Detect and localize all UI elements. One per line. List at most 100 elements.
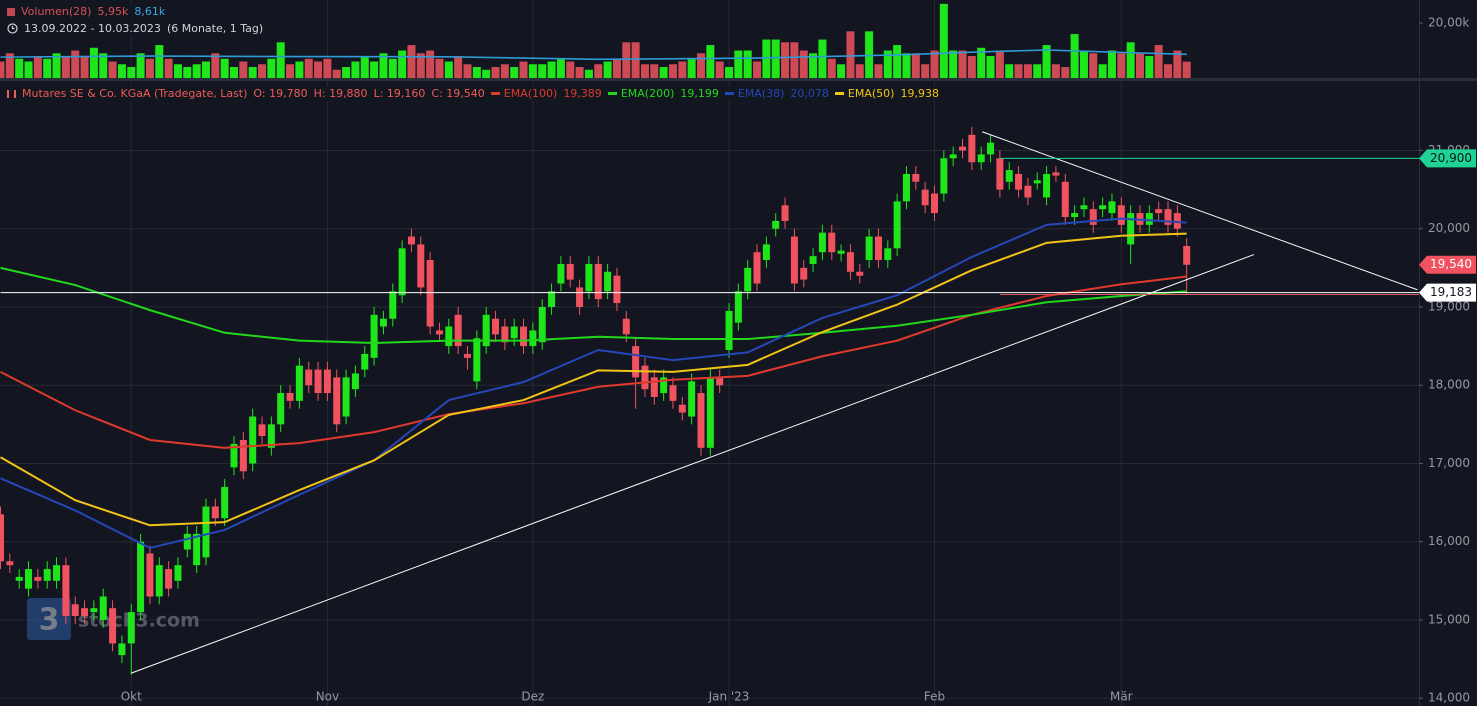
ema-line xyxy=(0,217,1187,550)
volume-bar xyxy=(295,61,304,78)
volume-bar xyxy=(538,64,547,78)
y-tick-label: 19,000 xyxy=(1428,299,1470,313)
ema-line xyxy=(0,275,1187,449)
ohlc-label: C: 19,540 xyxy=(431,87,485,100)
candle-body xyxy=(62,565,70,617)
volume-bar xyxy=(71,50,80,78)
candle-body xyxy=(510,326,518,339)
volume-bar xyxy=(239,61,248,78)
volume-bar xyxy=(276,42,285,78)
volume-bar xyxy=(883,50,892,78)
volume-bar xyxy=(500,64,509,78)
clock-icon xyxy=(7,23,18,34)
candle-body xyxy=(258,424,266,437)
candle-body xyxy=(174,565,182,581)
legend-name: EMA(100) xyxy=(503,87,558,100)
y-tick-label: 20,000 xyxy=(1428,221,1470,235)
candle-body xyxy=(594,263,602,300)
candle-body xyxy=(34,576,42,581)
volume-bar xyxy=(5,53,14,78)
volume-legend: Volumen(28) 5,95k 8,61k xyxy=(4,4,169,19)
candle-body xyxy=(996,158,1004,190)
trendline xyxy=(131,254,1255,674)
price-panel xyxy=(0,127,1419,675)
volume-bar xyxy=(687,58,696,78)
volume-bar xyxy=(640,64,649,78)
volume-bar xyxy=(911,53,920,78)
volume-bar xyxy=(902,53,911,78)
candle-body xyxy=(1024,185,1032,198)
legend-swatch xyxy=(490,92,500,95)
volume-bar xyxy=(472,67,481,78)
candle-body xyxy=(604,271,612,292)
candle-body xyxy=(846,252,854,272)
volume-bar xyxy=(547,61,556,78)
volume-bar xyxy=(220,58,229,78)
candle-body xyxy=(548,291,556,307)
volume-bar xyxy=(622,42,631,78)
candle-body xyxy=(249,416,257,464)
x-tick-label: Nov xyxy=(316,690,339,704)
volume-bar xyxy=(771,39,780,78)
volume-bar xyxy=(612,58,621,78)
x-tick-label: Feb xyxy=(924,690,945,704)
candle-body xyxy=(445,326,453,347)
volume-bar xyxy=(743,50,752,78)
candle-body xyxy=(0,514,4,562)
candle-body xyxy=(940,158,948,194)
y-tick-label: 17,000 xyxy=(1428,456,1470,470)
logo-text: 3 xyxy=(39,603,60,638)
volume-bar xyxy=(201,61,210,78)
x-tick-label: Okt xyxy=(121,690,142,704)
volume-bar xyxy=(556,58,565,78)
legend-swatch xyxy=(834,92,844,95)
volume-bar xyxy=(715,61,724,78)
volume-bar xyxy=(267,58,276,78)
volume-bar xyxy=(1173,50,1182,78)
candle-body xyxy=(351,373,359,390)
x-tick-label: Dez xyxy=(521,690,544,704)
volume-bar xyxy=(855,64,864,78)
x-tick-label: Mär xyxy=(1110,690,1133,704)
candle-body xyxy=(211,506,219,519)
volume-bar xyxy=(173,64,182,78)
price-marker xyxy=(1419,283,1476,302)
candle-body xyxy=(688,381,696,417)
watermark: 3 stock3.com xyxy=(27,598,200,640)
volume-bar xyxy=(370,61,379,78)
volume-icon xyxy=(7,7,15,16)
candle-body xyxy=(370,314,378,358)
volume-bar xyxy=(136,53,145,78)
candle-body xyxy=(109,608,117,644)
volume-bar xyxy=(1145,56,1154,78)
candle-body xyxy=(407,236,415,245)
volume-bar xyxy=(734,50,743,78)
volume-bar xyxy=(1023,64,1032,78)
candle-body xyxy=(137,541,145,613)
volume-bar xyxy=(230,67,238,78)
candle-body xyxy=(520,326,528,347)
candle-body xyxy=(762,244,770,261)
candle-body xyxy=(734,291,742,323)
price-marker-label: 19,183 xyxy=(1430,285,1472,299)
volume-bar xyxy=(1089,53,1098,78)
candle-body xyxy=(576,287,584,307)
candle-body xyxy=(632,346,640,378)
volume-bar xyxy=(790,42,799,78)
price-marker-label: 20,900 xyxy=(1430,151,1472,165)
volume-bar xyxy=(1182,61,1191,78)
volume-bar xyxy=(837,64,846,78)
candle-body xyxy=(931,193,938,214)
volume-bar xyxy=(706,45,715,78)
candle-body xyxy=(333,377,341,425)
volume-bar xyxy=(930,50,939,78)
volume-bar xyxy=(986,56,995,78)
volume-bar xyxy=(893,45,902,78)
volume-bar xyxy=(482,69,491,78)
candle-body xyxy=(828,232,836,253)
candle-body xyxy=(678,404,686,413)
candle-body xyxy=(81,608,89,617)
volume-bar xyxy=(33,56,42,78)
candle-body xyxy=(193,533,201,566)
volume-bar xyxy=(444,61,453,78)
